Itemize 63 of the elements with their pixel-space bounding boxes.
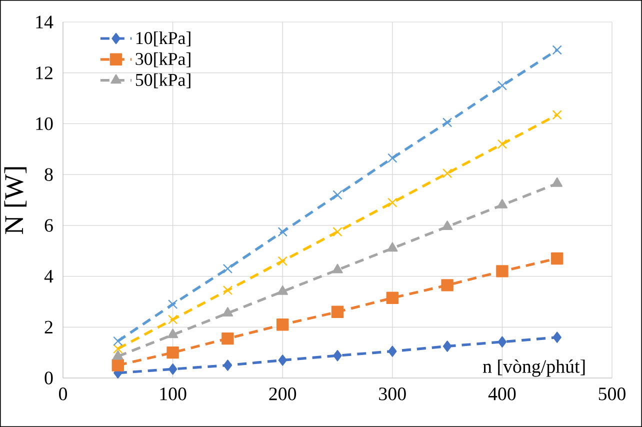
y-tick-label: 12 [36, 66, 52, 80]
point [222, 307, 234, 317]
point [332, 226, 342, 237]
point [168, 299, 178, 310]
y-tick-label: 6 [44, 219, 53, 232]
point [552, 332, 562, 343]
point [498, 336, 507, 348]
point [168, 364, 178, 375]
point [442, 118, 452, 128]
point [442, 168, 452, 178]
legend-label: 50[kPa] [136, 73, 190, 88]
y-tick-label: 10 [36, 117, 53, 130]
point [497, 139, 508, 149]
point [386, 292, 398, 304]
point [112, 350, 124, 360]
point [331, 306, 344, 318]
point [496, 265, 508, 278]
point [497, 80, 508, 90]
legend-label: 30[kPa] [136, 52, 190, 68]
point [388, 198, 398, 208]
x-tick-label: 500 [598, 388, 626, 400]
point [222, 332, 234, 345]
y-tick-label: 4 [44, 270, 54, 283]
point [277, 285, 288, 295]
point [112, 359, 124, 372]
point [332, 190, 342, 200]
y-tick-label: 2 [44, 320, 52, 334]
point [276, 318, 289, 331]
x-axis-title: n [vòng/phút] [482, 360, 585, 377]
point [552, 110, 562, 120]
point [168, 314, 178, 324]
point [278, 256, 288, 266]
point [223, 360, 232, 371]
y-tick-label: 8 [44, 168, 53, 181]
point [496, 198, 508, 208]
point [166, 346, 179, 359]
point [442, 340, 452, 352]
x-tick-label: 100 [160, 388, 186, 400]
point [222, 285, 233, 296]
x-tick-label: 300 [379, 388, 406, 400]
y-tick-label: 14 [36, 16, 54, 28]
point [442, 220, 453, 230]
point [441, 279, 454, 292]
y-axis-title: N [W] [4, 167, 27, 234]
x-tick-label: 200 [269, 388, 296, 400]
point [113, 336, 123, 346]
point [278, 226, 288, 237]
y-tick-label: 0 [44, 372, 53, 384]
point [388, 153, 398, 163]
point [332, 264, 343, 274]
point [552, 45, 562, 55]
point [222, 264, 233, 274]
point [113, 344, 123, 354]
point [333, 350, 342, 362]
legend-label: 10[kPa] [136, 32, 190, 46]
point [278, 354, 287, 366]
point [551, 252, 564, 265]
point [387, 242, 398, 252]
x-tick-label: 400 [488, 388, 516, 400]
point [167, 328, 178, 338]
x-tick-label: 0 [58, 388, 67, 400]
point [552, 177, 562, 187]
point [388, 346, 397, 357]
